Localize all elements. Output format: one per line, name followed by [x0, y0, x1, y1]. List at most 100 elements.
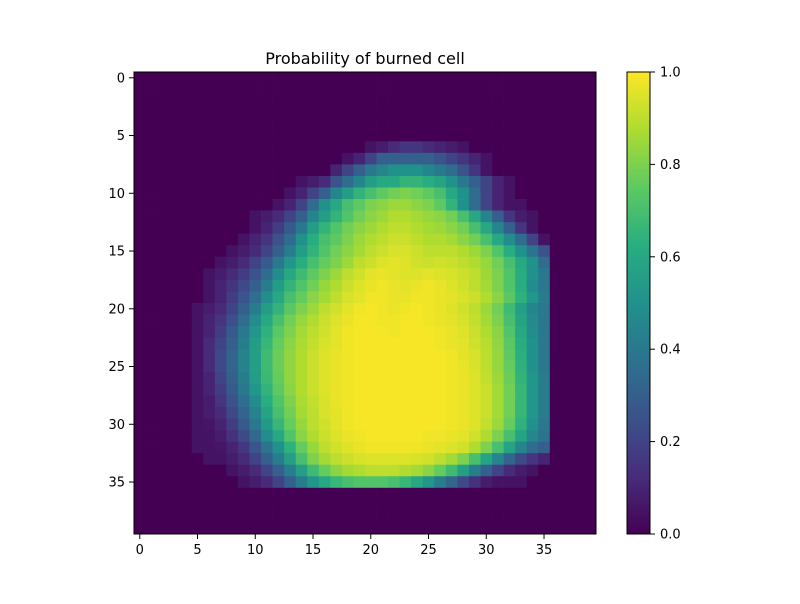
heatmap-cell [353, 522, 366, 535]
heatmap-cell [168, 106, 181, 119]
heatmap-cell [388, 418, 400, 431]
heatmap-cell [330, 268, 343, 281]
heatmap-cell [549, 279, 562, 292]
heatmap-cell [145, 314, 158, 327]
heatmap-cell [457, 210, 470, 223]
heatmap-cell [157, 129, 169, 142]
heatmap-cell [157, 199, 169, 211]
heatmap-cell [180, 141, 193, 154]
heatmap-cell [134, 106, 146, 119]
heatmap-cell [249, 476, 262, 489]
heatmap-cell [422, 510, 435, 523]
heatmap-cell [134, 303, 146, 315]
heatmap-cell [584, 268, 597, 281]
heatmap-cell [561, 441, 574, 454]
heatmap-cell [445, 326, 458, 338]
heatmap-cell [180, 106, 193, 119]
heatmap-cell [388, 499, 400, 512]
heatmap-cell [526, 175, 539, 188]
heatmap-cell [157, 383, 169, 396]
heatmap-cell [134, 245, 146, 258]
heatmap-cell [145, 279, 158, 292]
heatmap-cell [538, 95, 551, 107]
heatmap-cell [515, 72, 528, 84]
heatmap-cell [503, 499, 516, 512]
heatmap-cell [561, 222, 574, 235]
heatmap-cell [226, 303, 239, 315]
heatmap-cell [145, 187, 158, 200]
heatmap-cell [237, 279, 250, 292]
heatmap-cell [330, 210, 343, 223]
heatmap-cell [134, 291, 146, 304]
heatmap-cell [434, 268, 447, 281]
heatmap-cell [168, 522, 181, 535]
heatmap-cell [434, 337, 447, 350]
heatmap-cell [492, 499, 504, 512]
heatmap-cell [480, 441, 493, 454]
heatmap-cell [549, 106, 562, 119]
heatmap-cell [422, 152, 435, 165]
heatmap-cell [249, 152, 262, 165]
heatmap-cell [249, 349, 262, 362]
heatmap-cell [561, 187, 574, 200]
heatmap-cell [434, 464, 447, 477]
heatmap-cell [145, 383, 158, 396]
heatmap-cell [388, 406, 400, 419]
heatmap-cell [353, 187, 366, 200]
heatmap-cell [376, 383, 389, 396]
heatmap-cell [157, 279, 169, 292]
heatmap-cell [572, 187, 585, 200]
heatmap-cell [422, 256, 435, 269]
heatmap-cell [353, 453, 366, 466]
heatmap-cell [203, 199, 216, 211]
heatmap-cell [214, 175, 227, 188]
heatmap-cell [191, 522, 204, 535]
heatmap-cell [584, 222, 597, 235]
heatmap-cell [307, 129, 320, 142]
heatmap-cell [468, 430, 481, 442]
heatmap-cell [388, 233, 400, 246]
heatmap-cell [388, 222, 400, 235]
heatmap-cell [388, 314, 400, 327]
heatmap-cell [561, 279, 574, 292]
heatmap-cell [445, 291, 458, 304]
heatmap-cell [237, 303, 250, 315]
heatmap-cell [468, 499, 481, 512]
heatmap-cell [492, 222, 504, 235]
heatmap-cell [226, 72, 239, 84]
heatmap-cell [284, 279, 297, 292]
heatmap-cell [237, 106, 250, 119]
heatmap-cell [237, 372, 250, 385]
heatmap-cell [249, 510, 262, 523]
heatmap-cell [480, 510, 493, 523]
heatmap-cell [376, 118, 389, 131]
heatmap-cell [492, 383, 504, 396]
heatmap-cell [526, 106, 539, 119]
heatmap-cell [561, 395, 574, 408]
heatmap-cell [341, 453, 354, 466]
heatmap-cell [157, 510, 169, 523]
heatmap-cell [272, 268, 285, 281]
heatmap-cell [538, 175, 551, 188]
heatmap-cell [526, 210, 539, 223]
heatmap-cell [157, 476, 169, 489]
heatmap-cell [365, 72, 377, 84]
heatmap-cell [341, 360, 354, 373]
heatmap-cell [145, 453, 158, 466]
y-tick-label: 10 [108, 187, 125, 202]
heatmap-cell [515, 106, 528, 119]
heatmap-cell [353, 406, 366, 419]
heatmap-cell [572, 106, 585, 119]
heatmap-cell [434, 499, 447, 512]
heatmap-cell [422, 314, 435, 327]
heatmap-cell [399, 152, 412, 165]
heatmap-cell [376, 418, 389, 431]
heatmap-cell [584, 291, 597, 304]
heatmap-cell [515, 245, 528, 258]
heatmap-cell [515, 349, 528, 362]
heatmap-cell [492, 337, 504, 350]
heatmap-cell [295, 152, 308, 165]
heatmap-cell [330, 95, 343, 107]
heatmap-cell [134, 187, 146, 200]
